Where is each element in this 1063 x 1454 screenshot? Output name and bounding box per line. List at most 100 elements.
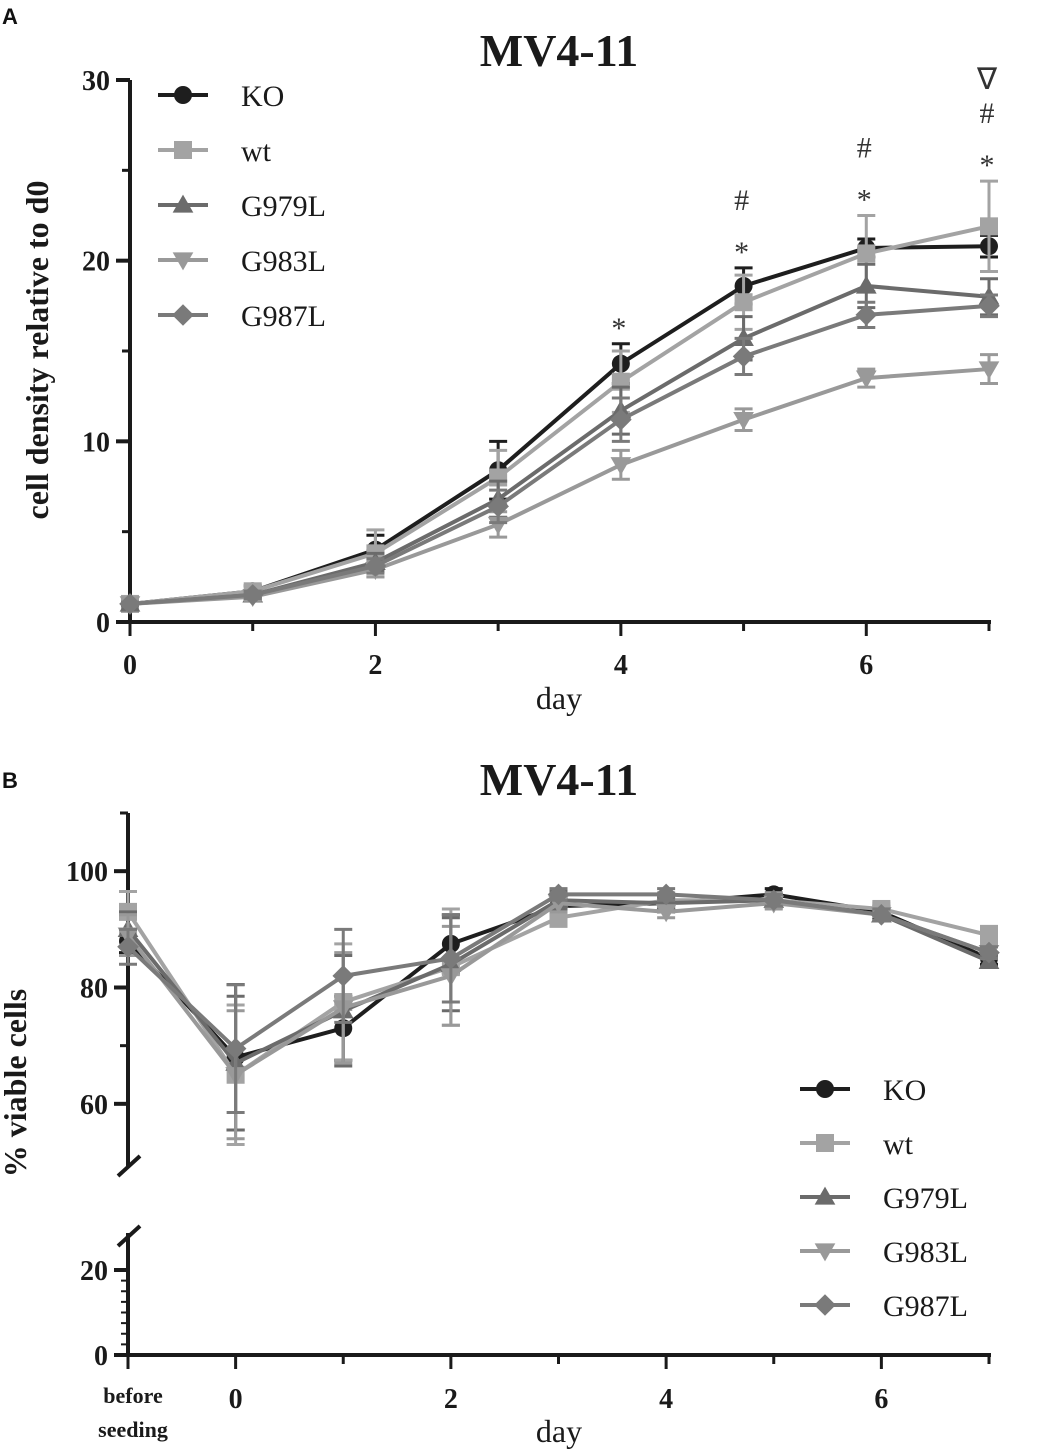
- chart-a-line-wt: [129, 224, 990, 606]
- chart-b-axis-break-upper: [116, 1154, 142, 1178]
- chart-a-series: [119, 179, 1000, 615]
- chart-b-axis-break-lower: [116, 1224, 142, 1248]
- chart-b-legend-item-g987l: G987L: [800, 1290, 968, 1323]
- chart-a-legend-item-g983l: G983L: [158, 245, 326, 278]
- chart-a-point-g983l: [855, 370, 877, 389]
- chart-b-point-g987l: [978, 941, 1000, 964]
- chart-a-y-tick-label: 30: [82, 66, 110, 97]
- chart-a-legend-marker-g979l: [172, 194, 194, 213]
- chart-b-point-g987l: [655, 883, 677, 906]
- chart-a-legend-label-wt: wt: [241, 135, 272, 168]
- chart-b-y-tick-label: 0: [94, 1341, 108, 1372]
- chart-a-legend-label-g979l: G979L: [241, 190, 326, 223]
- chart-b-x-tick-label-before-seeding: before: [103, 1383, 163, 1408]
- panel-label-b: B: [2, 768, 18, 793]
- chart-a-legend-label-g987l: G987L: [241, 300, 326, 333]
- chart-a-point-g987l: [855, 304, 878, 326]
- chart-b-legend-item-g983l: G983L: [800, 1236, 968, 1269]
- chart-b-legend: KO wt G979L G983L G987L: [800, 1074, 968, 1323]
- chart-b-legend-label-wt: wt: [883, 1128, 914, 1161]
- chart-a-legend-marker-ko: [174, 86, 192, 104]
- chart-b-point-g987l: [870, 903, 893, 926]
- chart-b-legend-label-g987l: G987L: [883, 1290, 968, 1323]
- chart-b-x-tick-label: 4: [659, 1384, 673, 1415]
- chart-b-legend-label-g979l: G979L: [883, 1182, 968, 1215]
- chart-a-point-wt: [734, 293, 753, 312]
- chart-a-series-g987l: [119, 293, 1000, 615]
- chart-a-annotation-symbol: #: [857, 132, 872, 165]
- chart-a-legend: KO wt G979L G983L G987L: [158, 80, 326, 333]
- chart-b-series-g987l: [117, 883, 1000, 1115]
- chart-a-series-g983l: [119, 353, 1000, 615]
- chart-a-legend-item-wt: wt: [158, 135, 272, 168]
- chart-a-annotation-symbol: #: [734, 184, 749, 217]
- chart-a-y-axis-label: cell density relative to d0: [19, 181, 55, 520]
- chart-b-point-g987l: [224, 1037, 247, 1060]
- chart-a-line-g987l: [129, 303, 990, 606]
- chart-b-point-g987l: [762, 889, 785, 912]
- chart-b-point-g987l: [117, 935, 139, 958]
- chart-a-point-g987l: [119, 593, 141, 615]
- chart-b-y-tick-label: 80: [80, 974, 108, 1005]
- chart-a-legend-label-g983l: G983L: [241, 245, 326, 278]
- chart-a-title: MV4-11: [480, 25, 638, 76]
- chart-b-x-tick-label: 0: [229, 1384, 243, 1415]
- chart-a-annotation-symbol: *: [857, 184, 872, 217]
- chart-a-legend-marker-wt: [174, 141, 192, 159]
- chart-b-legend-marker-g983l: [814, 1243, 836, 1262]
- chart-a-point-g987l: [364, 555, 387, 577]
- chart-b-legend-label-g983l: G983L: [883, 1236, 968, 1269]
- chart-a-line-g983l: [129, 367, 990, 606]
- chart-a-y-tick-label: 0: [96, 608, 110, 639]
- chart-a-point-g987l: [610, 408, 632, 431]
- chart-a-y-tick-label: 10: [82, 427, 110, 458]
- chart-a-y-tick-label: 20: [82, 247, 110, 278]
- chart-a-legend-item-ko: KO: [158, 80, 284, 113]
- chart-a-x-tick-label: 0: [123, 650, 137, 681]
- chart-b-series-g983l: [117, 892, 1000, 1141]
- chart-b-y-tick-label: 100: [66, 857, 108, 888]
- chart-a-point-g987l: [487, 495, 509, 518]
- chart-b-x-tick-label: 6: [874, 1384, 888, 1415]
- chart-b-legend-marker-wt: [816, 1134, 834, 1152]
- chart-a-legend-marker-g987l: [172, 304, 194, 326]
- chart-b-series-wt: [119, 890, 998, 1147]
- chart-a-axes: 0 10 20 30 0 2 4 6: [82, 66, 991, 681]
- chart-a-annotation-symbol: #: [980, 97, 995, 130]
- chart-a-annotation-symbol: ∇: [976, 63, 998, 96]
- chart-a-significance-annotations: *#*#*∇#*: [611, 63, 998, 345]
- chart-b-title: MV4-11: [480, 754, 638, 805]
- chart-a-point-g983l: [610, 457, 632, 476]
- chart-b-point-g987l: [332, 965, 355, 987]
- chart-b-point-wt: [980, 926, 998, 945]
- chart-b-point-g983l: [655, 904, 677, 923]
- panel-label-a: A: [2, 4, 18, 29]
- chart-a-legend-marker-g983l: [172, 252, 194, 271]
- chart-a-legend-item-g979l: G979L: [158, 190, 326, 223]
- chart-b-x-tick-label: 2: [444, 1384, 458, 1415]
- chart-a-x-tick-label: 6: [859, 650, 873, 681]
- chart-a-point-g987l: [978, 295, 1000, 317]
- chart-a-x-axis-label: day: [536, 680, 582, 716]
- chart-b-y-axis-label: % viable cells: [0, 989, 33, 1177]
- chart-b-line-g983l: [126, 901, 990, 1078]
- chart-b-y-tick-label: 20: [80, 1256, 108, 1287]
- chart-a-point-g983l: [978, 361, 1000, 380]
- chart-b-series: [117, 883, 1000, 1147]
- chart-a-point-g987l: [732, 345, 755, 368]
- chart-a-annotation-symbol: *: [611, 312, 626, 345]
- chart-b-legend-item-wt: wt: [800, 1128, 914, 1161]
- chart-b-x-tick-label-before-seeding: seeding: [98, 1417, 168, 1442]
- chart-a-x-tick-label: 4: [614, 650, 628, 681]
- chart-a-point-g987l: [241, 584, 264, 606]
- chart-a-x-tick-label: 2: [368, 650, 382, 681]
- chart-b-point-g987l: [547, 883, 570, 906]
- chart-a-point-g983l: [733, 412, 754, 431]
- chart-a-legend-label-ko: KO: [241, 80, 284, 113]
- chart-b-x-axis-label: day: [536, 1413, 582, 1449]
- chart-a-legend-item-g987l: G987L: [158, 300, 326, 333]
- chart-b-legend-marker-g987l: [814, 1294, 836, 1316]
- chart-a-point-wt: [857, 244, 876, 263]
- chart-b-viability: MV4-11 % viable cells day 0206080100befo…: [0, 754, 1000, 1449]
